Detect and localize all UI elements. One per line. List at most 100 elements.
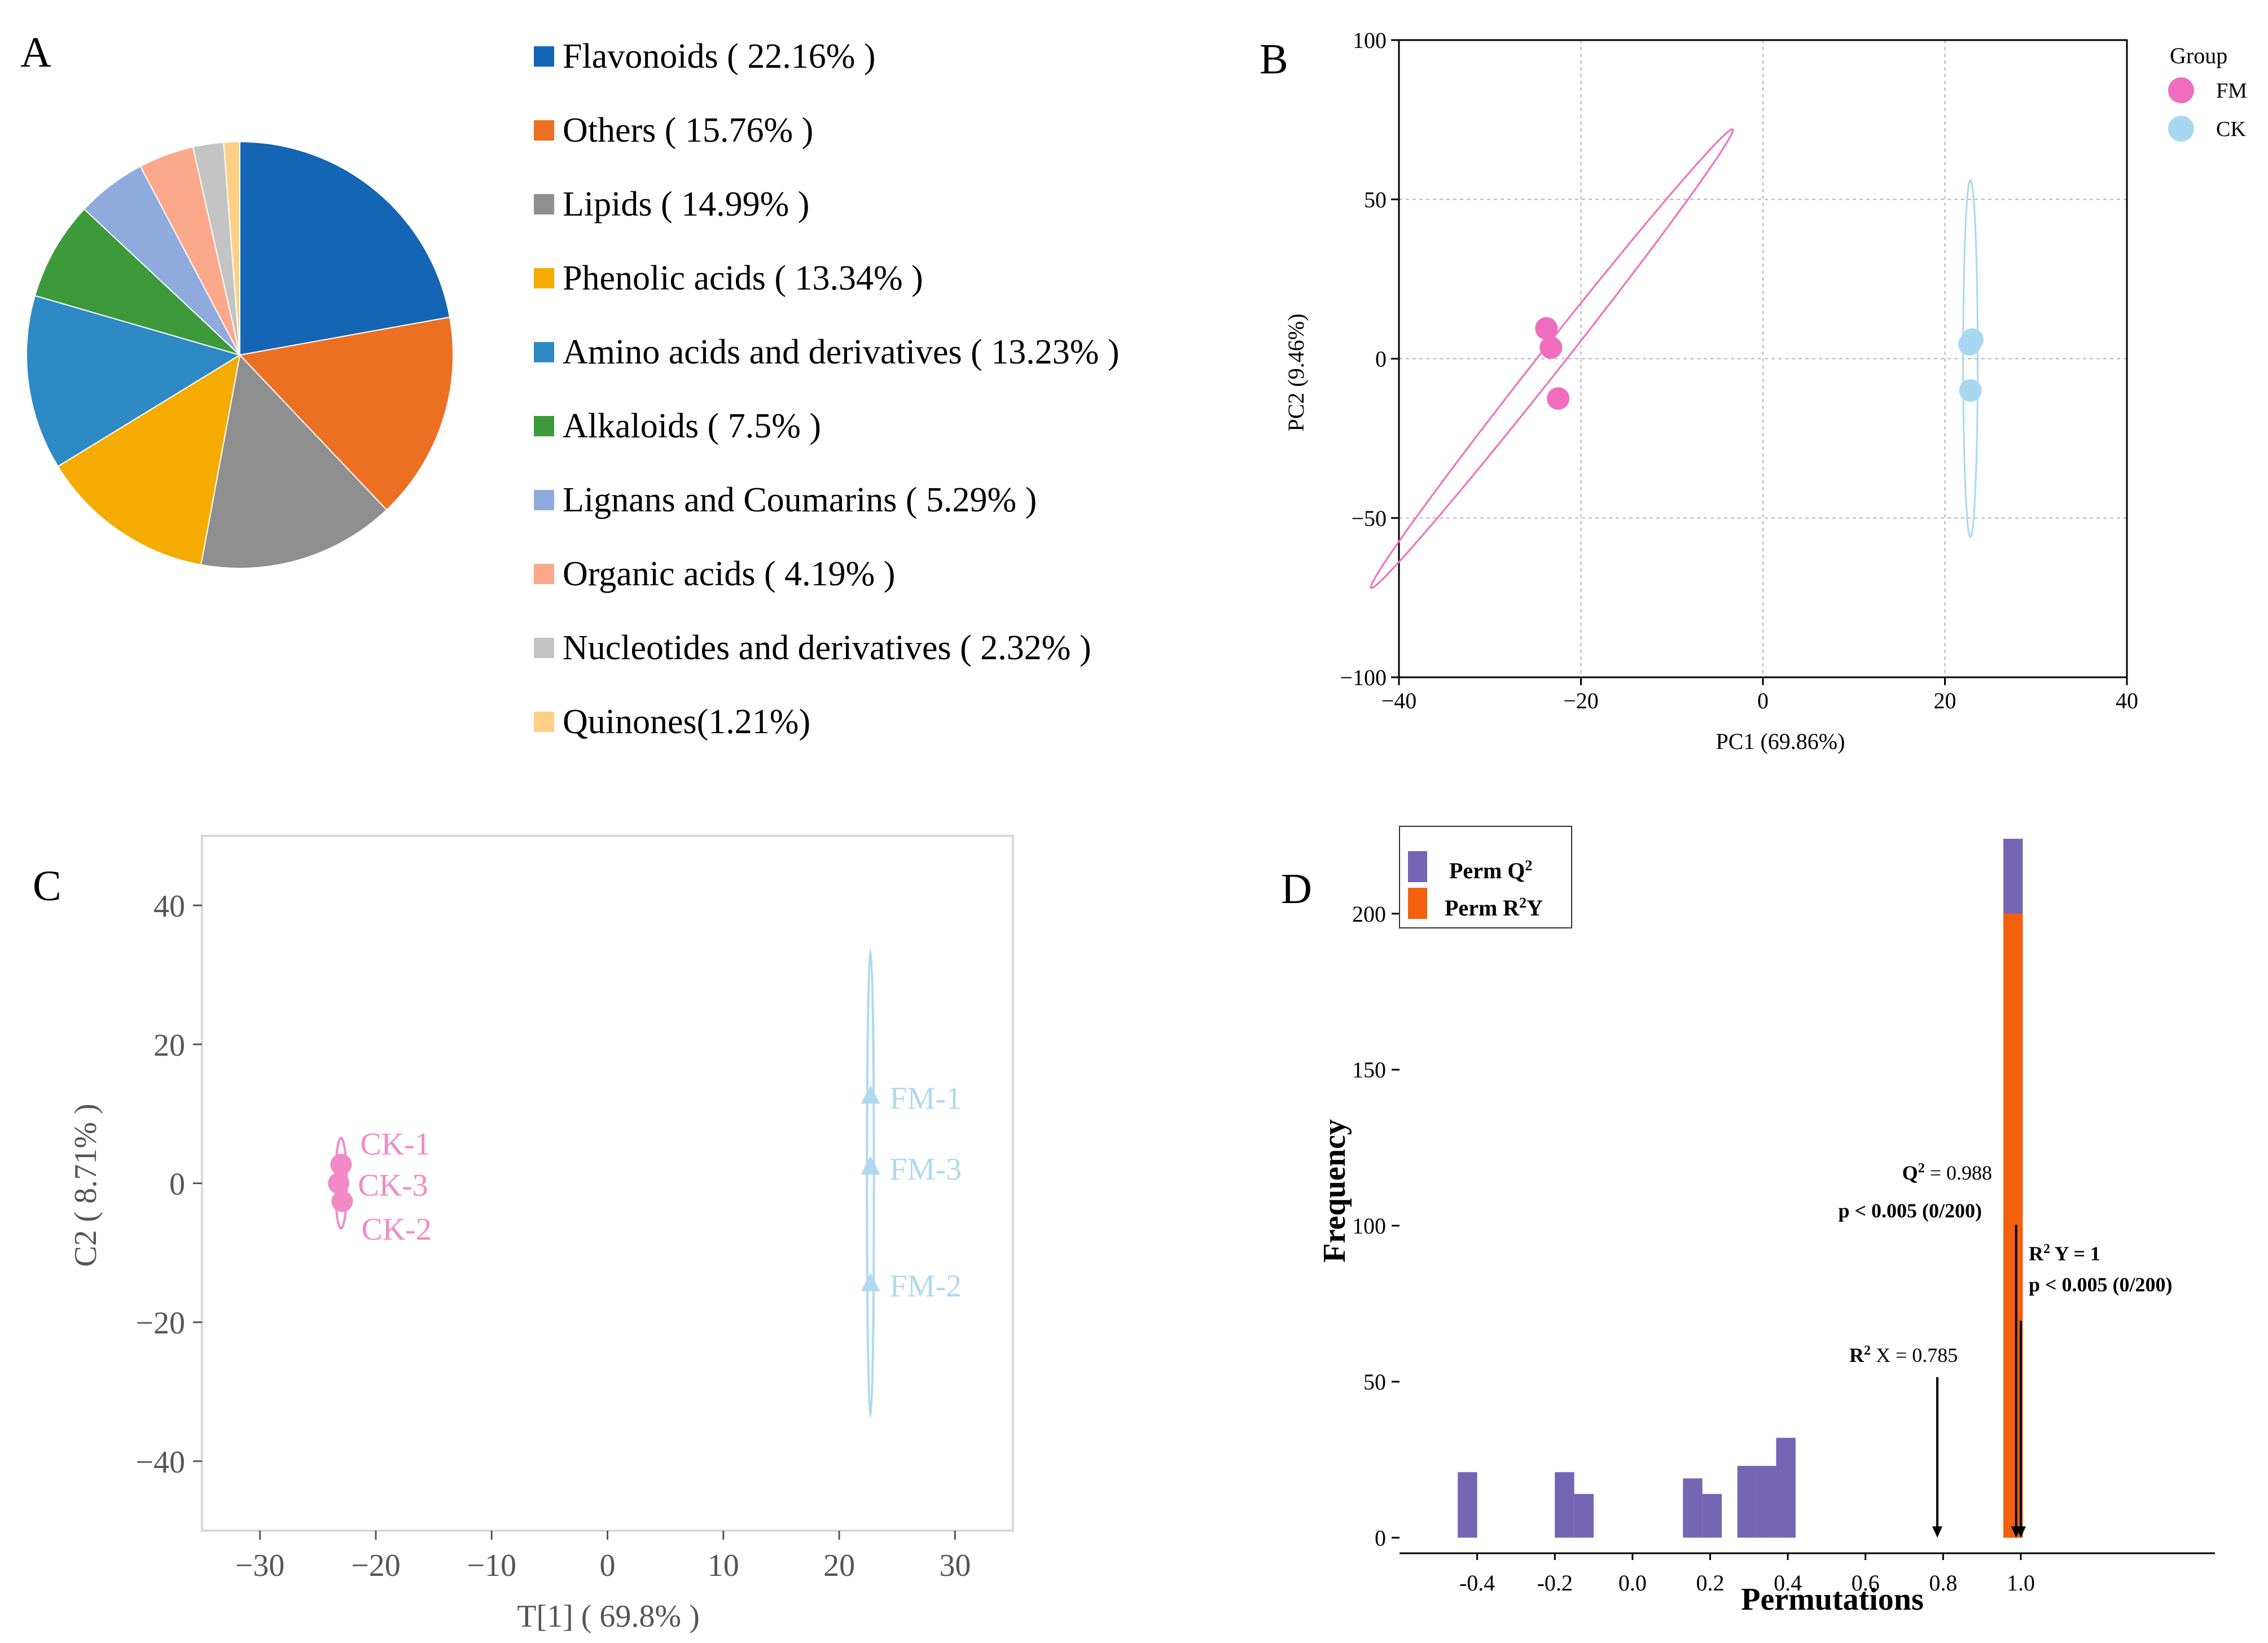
pie-legend-label: Phenolic acids ( 13.34% ) xyxy=(563,259,923,297)
perm-x-tick-label: -0.2 xyxy=(1537,1570,1573,1596)
perm-y-tick-label: 100 xyxy=(1352,1213,1386,1239)
pie-legend-swatch xyxy=(534,490,554,510)
pie-legend-swatch xyxy=(534,120,554,141)
perm-legend: Perm Q2 Perm R2Y xyxy=(1399,826,1572,928)
pie-slice xyxy=(223,141,240,356)
opls-x-axis-label: T[1] ( 69.8% ) xyxy=(517,1599,699,1634)
opls-x-tick-label: 20 xyxy=(823,1548,855,1583)
pca-ellipse-ck xyxy=(1962,179,1979,538)
pca-legend-fm-label: FM xyxy=(2216,79,2247,103)
opls-point-ck xyxy=(328,1172,350,1194)
opls-point-fm xyxy=(861,1085,880,1104)
opls-point-label: FM-3 xyxy=(889,1152,962,1187)
perm-bar-q2 xyxy=(1683,1478,1703,1538)
opls-x-tick-label: −30 xyxy=(235,1548,285,1583)
opls-point-label: CK-2 xyxy=(361,1212,431,1247)
opls-point-fm xyxy=(861,1272,880,1291)
pca-ellipse-fm xyxy=(1370,128,1734,589)
pie-legend-swatch xyxy=(534,342,554,362)
perm-legend-q2-swatch xyxy=(1408,851,1427,882)
perm-x-axis-label: Permutations xyxy=(1741,1582,1924,1617)
opls-x-tick-label: −10 xyxy=(467,1548,516,1583)
pca-y-tick-label: −50 xyxy=(1351,506,1387,531)
r2y-p-value: p < 0.005 (0/200) xyxy=(2029,1273,2173,1296)
pie-slice xyxy=(200,353,388,569)
pie-legend-label: Quinones(1.21%) xyxy=(563,703,810,741)
perm-x-tick-label: -0.4 xyxy=(1459,1570,1495,1596)
pca-ellipses xyxy=(1370,128,1979,589)
opls-point-ck xyxy=(330,1154,352,1176)
pie-slice xyxy=(239,316,454,511)
perm-x-tick-label: 0.4 xyxy=(1774,1570,1802,1596)
pca-legend-title: Group xyxy=(2170,43,2227,68)
pie-legend-swatch xyxy=(534,564,554,584)
perm-legend-r2y-swatch xyxy=(1408,888,1427,919)
perm-axis-ticks: -0.4 -0.2 0.0 0.2 0.4 0.6 0.8 1.0 0 50 100 150 200 xyxy=(1352,901,2035,1596)
pie-slice xyxy=(26,295,242,467)
opls-point-label: FM-2 xyxy=(889,1269,962,1304)
opls-point-ck xyxy=(331,1190,353,1212)
perm-bar-q2 xyxy=(1702,1493,1722,1538)
panel-c-letter: C xyxy=(33,862,62,910)
opls-point-fm xyxy=(861,1156,880,1175)
opls-x-tick-label: 10 xyxy=(708,1548,739,1583)
pca-y-tick-label: 50 xyxy=(1364,187,1387,212)
opls-y-tick-label: 0 xyxy=(169,1167,185,1202)
perm-legend-box xyxy=(1399,826,1572,928)
perm-y-axis-label: Frequency xyxy=(1317,1119,1352,1263)
pie-legend-label: Organic acids ( 4.19% ) xyxy=(563,555,895,593)
pie-legend-label: Amino acids and derivatives ( 13.23% ) xyxy=(563,333,1120,371)
opls-x-tick-label: 0 xyxy=(600,1548,616,1583)
opls-point-label: CK-1 xyxy=(360,1127,430,1162)
pie-legend-label: Lipids ( 14.99% ) xyxy=(563,185,809,224)
perm-legend-r2y-label: Perm R2Y xyxy=(1445,895,1543,921)
perm-bar-q2 xyxy=(1574,1493,1594,1538)
panel-b-letter: B xyxy=(1260,36,1288,83)
r2y-annotation: R2 Y = 1 xyxy=(2029,1242,2100,1265)
pie-slices xyxy=(26,141,454,569)
pie-legend-label: Others ( 15.76% ) xyxy=(563,111,813,150)
pie-legend-label: Flavonoids ( 22.16% ) xyxy=(563,37,876,76)
pie-legend-label: Alkaloids ( 7.5% ) xyxy=(563,407,821,445)
perm-x-tick-label: 0.2 xyxy=(1696,1570,1724,1596)
perm-annotations: Q2 = 0.988 p < 0.005 (0/200) R2 Y = 1 p … xyxy=(1838,1161,2172,1366)
pca-x-tick-label: 20 xyxy=(1934,688,1956,713)
panel-a-letter: A xyxy=(20,29,51,76)
opls-y-tick-label: −20 xyxy=(135,1306,185,1341)
opls-y-axis-label: C2 ( 8.71% ) xyxy=(68,1103,103,1267)
pie-slice xyxy=(239,141,451,356)
perm-bar-r2y xyxy=(2003,913,2023,1538)
pie-legend-swatch xyxy=(534,712,554,732)
pie-legend-swatch xyxy=(534,194,554,214)
panel-d-letter: D xyxy=(1281,865,1312,913)
pca-legend-ck-label: CK xyxy=(2216,117,2246,141)
perm-y-tick-label: 200 xyxy=(1352,901,1386,927)
pca-x-tick-label: −20 xyxy=(1563,688,1599,713)
pie-slice xyxy=(57,353,241,566)
pca-point-fm xyxy=(1539,336,1563,359)
perm-bars xyxy=(1458,839,2023,1538)
pca-y-tick-label: −100 xyxy=(1340,665,1387,690)
panel-d-permutation-histogram: D -0.4 -0.2 0.0 0.2 0.4 0.6 0.8 1.0 0 50 100 150 200… xyxy=(1281,826,2215,1617)
pie-legend-label: Nucleotides and derivatives ( 2.32% ) xyxy=(563,629,1091,667)
pie-slice xyxy=(34,208,240,356)
opls-axis-ticks: −30 −20 −10 0 10 20 30 −40 −20 0 20 40 xyxy=(135,889,971,1583)
opls-points: CK-1 CK-3 CK-2 FM-1 FM-3 FM-2 xyxy=(328,1081,962,1304)
pca-x-tick-label: −40 xyxy=(1381,688,1417,713)
pca-x-tick-label: 40 xyxy=(2116,688,2138,713)
pie-legend-label: Lignans and Coumarins ( 5.29% ) xyxy=(563,481,1037,519)
r2x-arrow-head xyxy=(1932,1526,1943,1538)
perm-x-tick-label: 0.8 xyxy=(1929,1570,1957,1596)
perm-bar-q2 xyxy=(1757,1466,1776,1538)
perm-bar-q2 xyxy=(1737,1466,1757,1538)
pie-legend-swatch xyxy=(534,268,554,288)
r2y-arrow-head xyxy=(2015,1526,2026,1538)
pca-point-fm xyxy=(1535,317,1558,340)
pca-legend-ck-swatch xyxy=(2168,116,2194,142)
perm-y-tick-label: 150 xyxy=(1352,1057,1386,1083)
perm-legend-q2-label: Perm Q2 xyxy=(1449,857,1532,884)
pie-legend-swatch xyxy=(534,638,554,658)
r2x-annotation: R2 X = 0.785 xyxy=(1849,1343,1958,1366)
opls-x-tick-label: −20 xyxy=(351,1548,401,1583)
